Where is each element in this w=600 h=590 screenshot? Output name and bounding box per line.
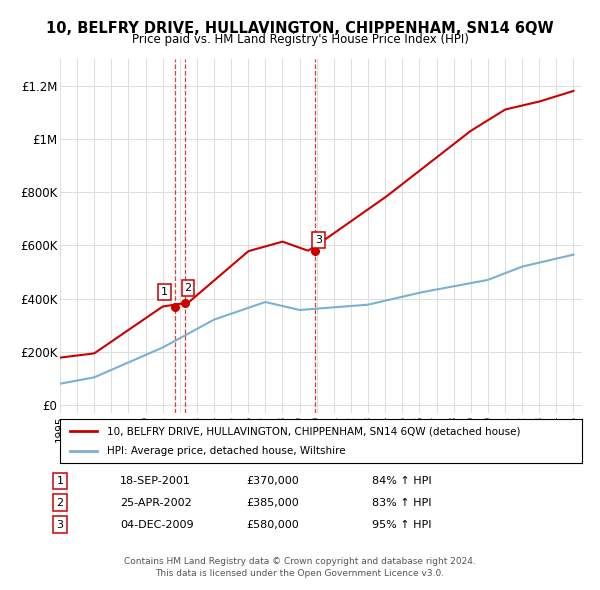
Text: 04-DEC-2009: 04-DEC-2009 [120, 520, 194, 529]
Text: 10, BELFRY DRIVE, HULLAVINGTON, CHIPPENHAM, SN14 6QW: 10, BELFRY DRIVE, HULLAVINGTON, CHIPPENH… [46, 21, 554, 35]
Text: 3: 3 [315, 235, 322, 245]
Text: 84% ↑ HPI: 84% ↑ HPI [372, 476, 431, 486]
Text: HPI: Average price, detached house, Wiltshire: HPI: Average price, detached house, Wilt… [107, 446, 346, 455]
Text: 10, BELFRY DRIVE, HULLAVINGTON, CHIPPENHAM, SN14 6QW (detached house): 10, BELFRY DRIVE, HULLAVINGTON, CHIPPENH… [107, 427, 520, 436]
Text: 18-SEP-2001: 18-SEP-2001 [120, 476, 191, 486]
Text: £370,000: £370,000 [246, 476, 299, 486]
Text: 1: 1 [56, 476, 64, 486]
Text: Price paid vs. HM Land Registry's House Price Index (HPI): Price paid vs. HM Land Registry's House … [131, 33, 469, 46]
Text: £580,000: £580,000 [246, 520, 299, 529]
Text: This data is licensed under the Open Government Licence v3.0.: This data is licensed under the Open Gov… [155, 569, 445, 578]
Text: 25-APR-2002: 25-APR-2002 [120, 498, 192, 507]
Text: £385,000: £385,000 [246, 498, 299, 507]
Text: 83% ↑ HPI: 83% ↑ HPI [372, 498, 431, 507]
Text: 2: 2 [56, 498, 64, 507]
Text: 1: 1 [161, 287, 168, 297]
Text: 3: 3 [56, 520, 64, 529]
Text: 95% ↑ HPI: 95% ↑ HPI [372, 520, 431, 529]
Text: Contains HM Land Registry data © Crown copyright and database right 2024.: Contains HM Land Registry data © Crown c… [124, 557, 476, 566]
Text: 2: 2 [184, 283, 191, 293]
